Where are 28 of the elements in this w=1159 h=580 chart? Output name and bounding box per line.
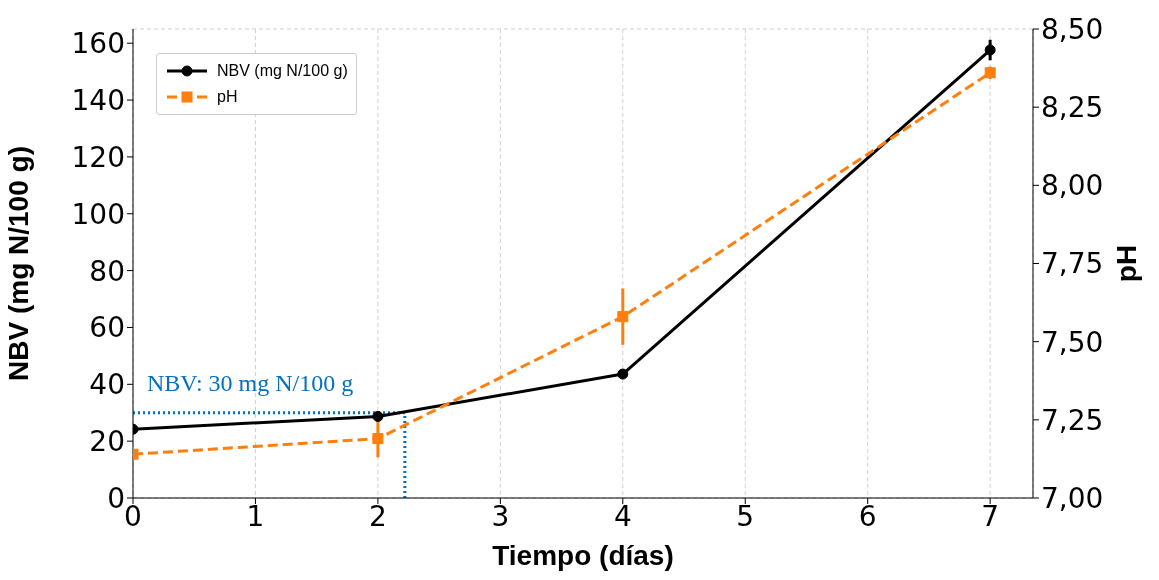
- y-tick-label: 100: [71, 197, 125, 231]
- y-tick-label: 60: [89, 311, 125, 345]
- y-tick-label: 120: [71, 140, 125, 174]
- y2-tick-label: 7,75: [1041, 247, 1104, 281]
- y-axis-title: NBV (mg N/100 g): [2, 146, 34, 381]
- y2-tick-label: 7,25: [1041, 403, 1104, 437]
- y-tick-label: 160: [71, 27, 125, 61]
- x-axis-title: Tiempo (días): [492, 540, 674, 571]
- y2-tick-label: 8,00: [1041, 169, 1104, 203]
- y-tick-label: 140: [71, 84, 125, 117]
- y2-tick-label: 7,50: [1041, 325, 1104, 359]
- x-tick-label: 1: [246, 499, 265, 533]
- x-tick-label: 2: [368, 499, 387, 533]
- y2-tick-label: 7,00: [1041, 481, 1104, 515]
- y2-tick-label: 8,25: [1041, 91, 1104, 125]
- legend-label: pH: [217, 88, 238, 106]
- x-tick-label: 7: [981, 499, 1000, 533]
- y-tick-label: 20: [89, 425, 125, 459]
- y-tick-label: 40: [89, 368, 125, 402]
- y2-tick-label: 8,50: [1041, 12, 1104, 46]
- x-tick-label: 3: [491, 499, 510, 533]
- x-tick-label: 5: [736, 499, 755, 533]
- ref-line-label: NBV: 30 mg N/100 g: [147, 369, 354, 396]
- legend-label: NBV (mg N/100 g): [217, 62, 348, 80]
- y2-axis-title: pH: [1110, 244, 1142, 283]
- x-tick-label: 6: [858, 499, 877, 533]
- y-tick-label: 80: [89, 254, 125, 288]
- x-tick-label: 4: [613, 499, 632, 533]
